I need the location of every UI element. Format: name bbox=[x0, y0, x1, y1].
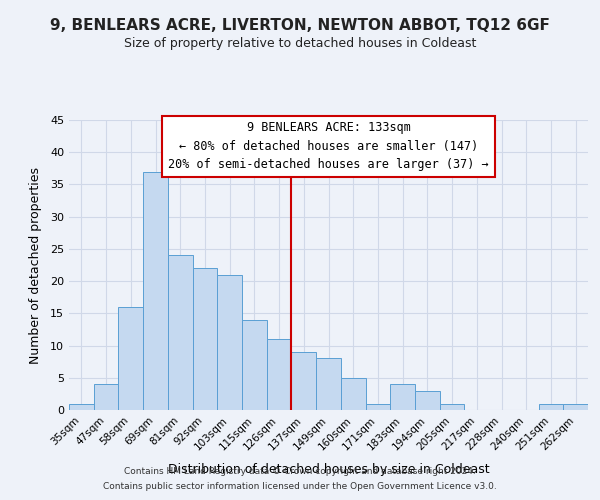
Bar bbox=[94, 384, 118, 410]
Bar bbox=[440, 404, 464, 410]
Bar bbox=[69, 404, 94, 410]
Bar bbox=[341, 378, 365, 410]
Bar bbox=[168, 256, 193, 410]
Bar bbox=[118, 307, 143, 410]
Bar bbox=[292, 352, 316, 410]
Bar bbox=[217, 274, 242, 410]
Text: Contains public sector information licensed under the Open Government Licence v3: Contains public sector information licen… bbox=[103, 482, 497, 491]
Bar bbox=[539, 404, 563, 410]
Text: 9, BENLEARS ACRE, LIVERTON, NEWTON ABBOT, TQ12 6GF: 9, BENLEARS ACRE, LIVERTON, NEWTON ABBOT… bbox=[50, 18, 550, 32]
Bar bbox=[365, 404, 390, 410]
Text: Size of property relative to detached houses in Coldeast: Size of property relative to detached ho… bbox=[124, 38, 476, 51]
Bar bbox=[390, 384, 415, 410]
Text: 9 BENLEARS ACRE: 133sqm
← 80% of detached houses are smaller (147)
20% of semi-d: 9 BENLEARS ACRE: 133sqm ← 80% of detache… bbox=[168, 122, 489, 172]
Bar bbox=[563, 404, 588, 410]
Bar bbox=[193, 268, 217, 410]
Bar bbox=[316, 358, 341, 410]
Bar bbox=[267, 339, 292, 410]
Bar bbox=[415, 390, 440, 410]
X-axis label: Distribution of detached houses by size in Coldeast: Distribution of detached houses by size … bbox=[167, 463, 490, 476]
Y-axis label: Number of detached properties: Number of detached properties bbox=[29, 166, 41, 364]
Bar bbox=[242, 320, 267, 410]
Text: Contains HM Land Registry data © Crown copyright and database right 2024.: Contains HM Land Registry data © Crown c… bbox=[124, 467, 476, 476]
Bar bbox=[143, 172, 168, 410]
